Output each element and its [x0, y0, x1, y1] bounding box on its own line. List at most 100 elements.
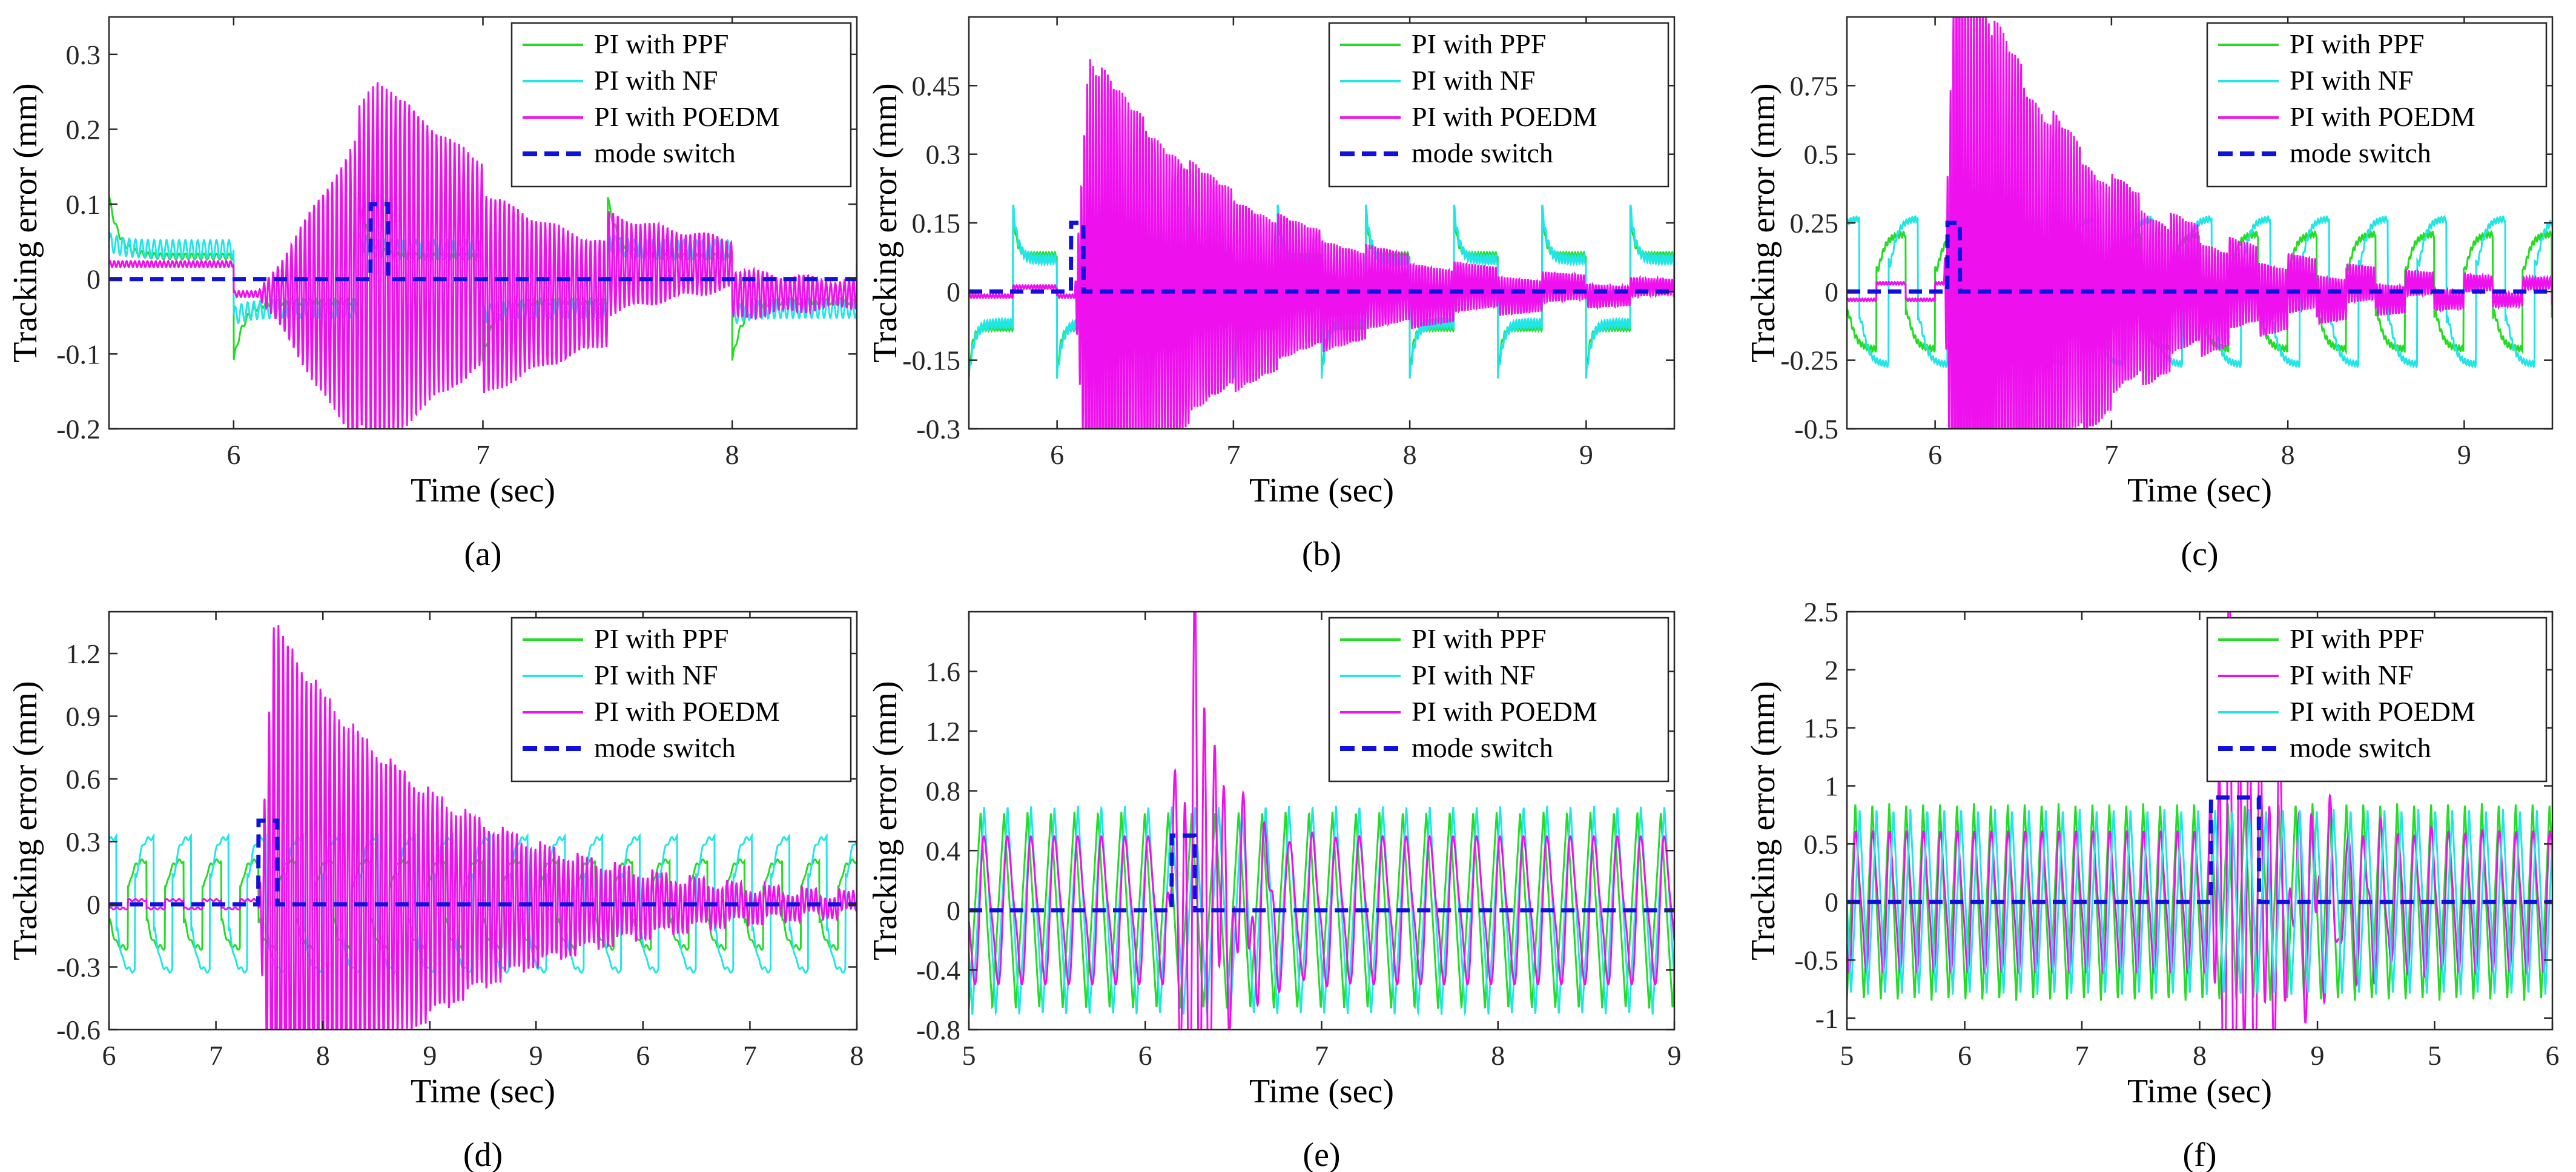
x-tick-label: 6: [1138, 1040, 1152, 1071]
chart-panel-c: 6 7 8 9 -0.5 -0.25 0 0.25 0.5 0.75 Time (sec) Track…: [1745, 16, 2554, 573]
y-tick-label: 0: [946, 276, 960, 307]
x-tick-label: 8: [1491, 1040, 1505, 1071]
legend-box: [2206, 22, 2548, 188]
series-line-pi-with-poedm: [969, 59, 1674, 429]
y-tick-label: 1.6: [926, 657, 961, 687]
x-axis-label: Time (sec): [2127, 472, 2272, 509]
series-group: [1847, 17, 2552, 429]
series-line-mode-switch: [109, 818, 857, 907]
y-tick-label: -0.5: [1794, 414, 1838, 445]
y-tick-label: 0.8: [926, 776, 961, 807]
chart-panel-e: 5 6 7 8 9 -0.8 -0.4 0 0.4 0.8 1.2 1.6 Time (sec) Trac…: [867, 611, 1682, 1172]
legend-entry: mode switch: [1412, 137, 1553, 168]
legend-entry: mode switch: [594, 137, 736, 168]
panel-caption: (f): [2183, 1136, 2217, 1172]
y-tick-label: 0.9: [66, 701, 101, 732]
x-tick-label: 7: [1315, 1040, 1329, 1071]
y-tick-label: 0: [87, 889, 101, 920]
y-tick-label: 0.4: [926, 835, 961, 866]
series-line-pi-with-nf: [969, 806, 1674, 1016]
legend: PI with PPF PI with NF PI with POEDM mode s…: [1328, 22, 1669, 188]
y-tick-label: 0: [87, 264, 101, 295]
y-tick-label: 0.6: [66, 764, 101, 795]
legend-entry: mode switch: [2290, 137, 2431, 168]
y-tick-label: 0.2: [66, 114, 101, 145]
x-tick-label: 7: [476, 439, 490, 470]
legend-entry: PI with POEDM: [2290, 696, 2475, 727]
x-tick-label: 9: [2311, 1040, 2325, 1071]
x-tick-label: 8: [316, 1040, 330, 1071]
x-tick-label: 5: [2428, 1040, 2442, 1071]
x-tick-label: 7: [209, 1040, 223, 1071]
y-tick-label: 0.15: [912, 208, 961, 239]
y-tick-label: 0.3: [66, 39, 101, 70]
y-axis-label: Tracking error (mm): [867, 83, 904, 362]
y-tick-label: 0: [946, 895, 960, 926]
panel-caption: (c): [2181, 535, 2218, 573]
series-group: [969, 612, 1674, 1030]
y-tick-label: 0.1: [66, 189, 101, 220]
series-group: [109, 82, 857, 429]
x-tick-label: 8: [850, 1040, 864, 1071]
y-tick-label: -0.3: [56, 952, 101, 983]
legend-entry: PI with NF: [1412, 660, 1535, 690]
y-tick-label: -1: [1815, 1003, 1838, 1034]
y-tick-label: -0.3: [916, 414, 960, 445]
x-axis-label: Time (sec): [411, 1073, 555, 1110]
y-tick-label: -0.2: [56, 414, 101, 445]
legend-entry: mode switch: [1412, 732, 1553, 763]
x-tick-label: 5: [962, 1040, 976, 1071]
legend: PI with PPF PI with NF PI with POEDM mode s…: [510, 617, 852, 783]
y-tick-label: -0.15: [902, 345, 960, 376]
series-line-pi-with-poedm: [109, 82, 857, 429]
legend-entry: PI with PPF: [2290, 28, 2424, 59]
legend-entry: PI with POEDM: [594, 101, 780, 132]
x-tick-label: 6: [2546, 1040, 2560, 1071]
series-group: [109, 625, 857, 1030]
legend-box: [510, 617, 852, 783]
legend-entry: PI with PPF: [1412, 28, 1546, 59]
y-axis-label: Tracking error (mm): [7, 83, 44, 362]
legend-entry: PI with POEDM: [594, 696, 780, 727]
legend-entry: PI with NF: [2290, 660, 2413, 690]
y-tick-label: 2.5: [1804, 597, 1839, 627]
series-line-pi-with-poedm: [109, 625, 857, 1030]
chart-panel-a: 6 7 8 -0.2 -0.1 0 0.1 0.2 0.3 Time (sec) Tracking …: [7, 16, 858, 573]
legend-entry: PI with PPF: [1412, 623, 1546, 654]
panel-caption: (d): [463, 1136, 503, 1172]
series-group: [969, 59, 1674, 429]
x-tick-label: 9: [2457, 439, 2471, 470]
y-tick-label: -0.1: [56, 339, 101, 369]
y-tick-label: 0.75: [1790, 70, 1839, 101]
y-tick-label: 0.3: [926, 139, 961, 170]
y-tick-label: 0.45: [912, 70, 961, 101]
legend-entry: PI with PPF: [594, 623, 728, 654]
legend-box: [510, 22, 852, 188]
legend-entry: PI with NF: [594, 660, 718, 690]
x-axis-label: Time (sec): [2127, 1073, 2272, 1110]
legend-box: [1328, 617, 1669, 783]
legend-entry: PI with PPF: [594, 28, 728, 59]
y-tick-label: 1: [1825, 771, 1838, 802]
y-tick-label: 1.2: [926, 716, 961, 747]
x-axis-label: Time (sec): [1249, 472, 1394, 509]
x-tick-label: 8: [2193, 1040, 2207, 1071]
legend: PI with PPF PI with NF PI with POEDM mode s…: [2206, 617, 2548, 783]
panel-caption: (e): [1303, 1136, 1340, 1172]
x-tick-label: 6: [1928, 439, 1942, 470]
x-tick-label: 8: [2281, 439, 2295, 470]
series-line-mode-switch: [1847, 795, 2552, 904]
y-tick-label: 2: [1825, 655, 1838, 686]
legend: PI with PPF PI with NF PI with POEDM mode s…: [1328, 617, 1669, 783]
y-axis-label: Tracking error (mm): [7, 681, 44, 960]
y-tick-label: 0.25: [1790, 208, 1839, 239]
series-line-mode-switch: [969, 220, 1674, 294]
series-line-mode-switch: [1847, 220, 2552, 294]
legend: PI with PPF PI with NF PI with POEDM mode s…: [510, 22, 852, 188]
chart-panel-f: 5 6 7 8 9 5 6 -1 -0.5 0 0.5 1 1.5 2 2.5 Time (sec) Track…: [1745, 597, 2560, 1172]
series-line-mode-switch: [109, 202, 857, 282]
y-tick-label: -0.25: [1780, 345, 1838, 376]
legend-entry: mode switch: [594, 732, 736, 763]
x-tick-label: 6: [636, 1040, 650, 1071]
